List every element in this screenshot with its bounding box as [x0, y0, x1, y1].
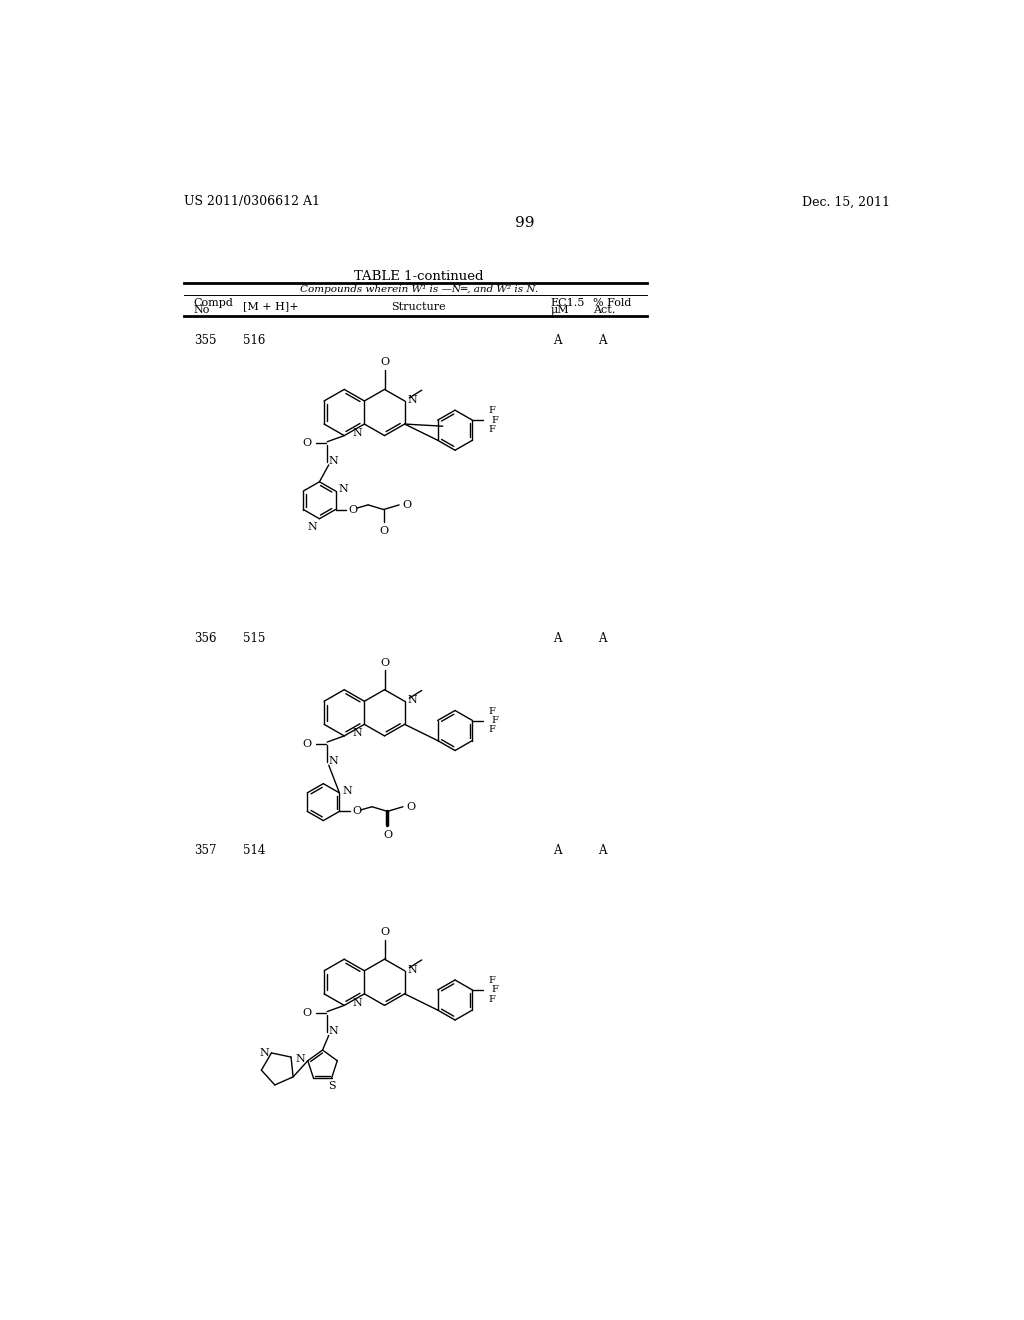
Text: 357: 357: [194, 843, 216, 857]
Text: 356: 356: [194, 632, 216, 645]
Text: F: F: [488, 995, 495, 1003]
Text: Compd: Compd: [194, 298, 233, 308]
Text: O: O: [402, 500, 412, 510]
Text: N: N: [352, 729, 362, 738]
Text: [M + H]+: [M + H]+: [243, 302, 298, 312]
Text: N: N: [352, 998, 362, 1007]
Text: F: F: [488, 706, 495, 715]
Text: % Fold: % Fold: [593, 298, 632, 308]
Text: 514: 514: [243, 843, 265, 857]
Text: N: N: [329, 455, 339, 466]
Text: N: N: [407, 965, 417, 975]
Text: 515: 515: [243, 632, 265, 645]
Text: N: N: [329, 756, 339, 767]
Text: O: O: [352, 807, 361, 816]
Text: N: N: [352, 428, 362, 438]
Text: F: F: [492, 715, 498, 725]
Text: S: S: [329, 1081, 336, 1092]
Text: N: N: [407, 696, 417, 705]
Text: A: A: [598, 632, 607, 645]
Text: O: O: [302, 438, 311, 449]
Text: μM: μM: [550, 305, 569, 315]
Text: N: N: [259, 1048, 269, 1057]
Text: US 2011/0306612 A1: US 2011/0306612 A1: [183, 195, 319, 209]
Text: No: No: [194, 305, 210, 315]
Text: O: O: [379, 525, 388, 536]
Text: A: A: [598, 334, 607, 347]
Text: Structure: Structure: [391, 302, 445, 312]
Text: F: F: [492, 986, 498, 994]
Text: A: A: [553, 843, 561, 857]
Text: F: F: [488, 425, 495, 434]
Text: F: F: [488, 977, 495, 985]
Text: A: A: [553, 334, 561, 347]
Text: N: N: [296, 1055, 305, 1064]
Text: F: F: [492, 416, 498, 425]
Text: O: O: [302, 739, 311, 748]
Text: A: A: [598, 843, 607, 857]
Text: N: N: [329, 1026, 339, 1036]
Text: O: O: [302, 1008, 311, 1018]
Text: Act.: Act.: [593, 305, 615, 315]
Text: O: O: [407, 801, 415, 812]
Text: 99: 99: [515, 216, 535, 230]
Text: TABLE 1-continued: TABLE 1-continued: [354, 271, 483, 282]
Text: O: O: [380, 358, 389, 367]
Text: O: O: [348, 504, 357, 515]
Text: 355: 355: [194, 334, 216, 347]
Text: Dec. 15, 2011: Dec. 15, 2011: [802, 195, 890, 209]
Text: F: F: [488, 407, 495, 416]
Text: EC1.5: EC1.5: [550, 298, 585, 308]
Text: N: N: [307, 521, 317, 532]
Text: O: O: [383, 830, 392, 840]
Text: O: O: [380, 927, 389, 937]
Text: 516: 516: [243, 334, 265, 347]
Text: N: N: [407, 395, 417, 405]
Text: Compounds wherein W¹ is —N═, and W² is N.: Compounds wherein W¹ is —N═, and W² is N…: [300, 285, 538, 294]
Text: F: F: [488, 725, 495, 734]
Text: N: N: [342, 785, 352, 796]
Text: O: O: [380, 657, 389, 668]
Text: A: A: [553, 632, 561, 645]
Text: N: N: [339, 484, 348, 495]
